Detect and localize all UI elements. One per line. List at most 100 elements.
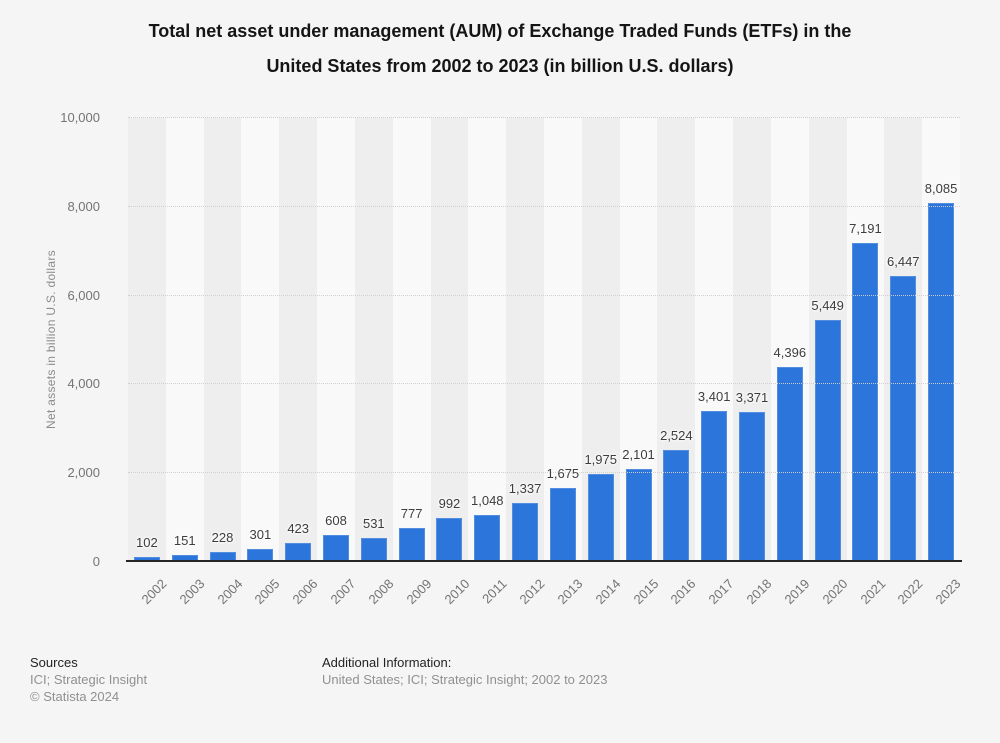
bar-value-label-2023: 8,085	[924, 181, 958, 197]
gridline-8000	[128, 205, 960, 207]
bar-2011[interactable]	[474, 515, 501, 562]
bar-value-label-2006: 423	[287, 521, 310, 537]
bar-2008[interactable]	[360, 538, 387, 562]
category-band-2003	[165, 118, 204, 562]
x-tick-label-2003: 2003	[176, 576, 208, 608]
category-band-2005	[241, 118, 280, 562]
x-tick-label-2014: 2014	[592, 576, 624, 608]
x-tick-label-2017: 2017	[705, 576, 737, 608]
bar-2015[interactable]	[625, 468, 652, 562]
sources-heading: Sources	[30, 655, 78, 670]
bar-2005[interactable]	[247, 548, 274, 562]
chart-title-line2: United States from 2002 to 2023 (in bill…	[266, 56, 734, 76]
x-tick-label-2008: 2008	[365, 576, 397, 608]
x-tick-label-2018: 2018	[743, 576, 775, 608]
x-tick-label-2022: 2022	[894, 576, 926, 608]
gridline-10000	[128, 117, 960, 118]
footer-additional-column: Additional Information: United States; I…	[322, 654, 607, 688]
bar-value-label-2022: 6,447	[886, 253, 920, 269]
bar-2013[interactable]	[549, 487, 576, 562]
x-tick-label-2002: 2002	[138, 576, 170, 608]
category-band-2011	[468, 118, 507, 562]
bar-2012[interactable]	[512, 502, 539, 562]
bar-2018[interactable]	[739, 412, 765, 562]
bar-2006[interactable]	[285, 543, 312, 562]
y-tick-label-4000: 4,000	[67, 376, 100, 392]
category-band-2012	[506, 118, 544, 562]
bar-2009[interactable]	[398, 527, 425, 562]
y-tick-label-8000: 8,000	[67, 198, 100, 214]
x-tick-label-2011: 2011	[479, 576, 510, 607]
y-tick-label-6000: 6,000	[67, 287, 100, 303]
category-band-2009	[392, 118, 431, 562]
bar-2023[interactable]	[928, 203, 955, 562]
x-tick-label-2009: 2009	[403, 576, 435, 608]
x-axis-line	[126, 560, 962, 562]
bar-value-label-2016: 2,524	[660, 427, 693, 443]
category-band-2008	[354, 118, 393, 562]
x-tick-label-2015: 2015	[630, 576, 662, 608]
sources-line: ICI; Strategic Insight	[30, 672, 148, 687]
y-axis-ticks: 0 2,000 4,000 6,000 8,000 10,000	[0, 110, 100, 569]
x-tick-label-2020: 2020	[819, 576, 851, 608]
bar-2019[interactable]	[776, 366, 803, 562]
bar-2016[interactable]	[663, 449, 690, 562]
bar-2003[interactable]	[171, 555, 198, 562]
bar-2004[interactable]	[209, 551, 236, 562]
x-tick-label-2021: 2021	[857, 576, 889, 608]
bar-value-label-2021: 7,191	[849, 220, 882, 236]
additional-info-line: United States; ICI; Strategic Insight; 2…	[322, 672, 608, 687]
y-tick-label-2000: 2,000	[67, 465, 100, 481]
x-tick-label-2012: 2012	[516, 576, 548, 608]
bar-value-label-2011: 1,048	[470, 493, 504, 509]
bar-value-label-2018: 3,371	[735, 390, 769, 406]
x-tick-label-2010: 2010	[441, 576, 473, 608]
bar-value-label-2002: 102	[136, 535, 158, 551]
bar-value-label-2007: 608	[325, 513, 347, 528]
additional-info-heading: Additional Information:	[322, 655, 452, 670]
category-band-2006	[279, 118, 318, 562]
chart-title: Total net asset under management (AUM) o…	[0, 14, 1000, 84]
x-tick-label-2019: 2019	[781, 576, 813, 608]
gridline-2000	[128, 472, 960, 474]
plot-area: 102 151 228 301 423 608 531 777 992 1,048 1,337 1,6…	[128, 117, 960, 562]
bar-value-label-2019: 4,396	[773, 344, 807, 360]
category-band-2004	[203, 118, 242, 562]
bar-value-label-2005: 301	[249, 526, 272, 542]
bar-2007[interactable]	[323, 535, 349, 562]
bar-value-label-2012: 1,337	[508, 480, 542, 496]
x-tick-label-2023: 2023	[932, 576, 964, 608]
bar-value-label-2004: 228	[211, 529, 234, 545]
x-tick-label-2005: 2005	[251, 576, 283, 608]
bar-2020[interactable]	[814, 320, 841, 562]
x-tick-label-2013: 2013	[554, 576, 586, 608]
x-tick-label-2006: 2006	[289, 576, 321, 608]
bar-2017[interactable]	[701, 411, 728, 562]
gridline-6000	[128, 294, 960, 296]
x-tick-label-2007: 2007	[327, 576, 359, 608]
bar-2002[interactable]	[133, 557, 160, 562]
bar-2010[interactable]	[436, 517, 463, 562]
bar-value-label-2020: 5,449	[811, 298, 844, 314]
y-tick-label-10000: 10,000	[60, 110, 100, 125]
x-tick-label-2016: 2016	[667, 576, 699, 608]
bar-value-label-2014: 1,975	[584, 452, 617, 468]
x-tick-label-2004: 2004	[214, 576, 246, 608]
x-axis-labels: 2002 2003 2004 2005 2006 2007 2008 2009 2010 2011…	[128, 566, 963, 626]
bar-value-label-2003: 151	[173, 533, 196, 549]
bar-value-label-2008: 531	[362, 516, 385, 532]
bar-2014[interactable]	[587, 474, 614, 562]
bar-2022[interactable]	[890, 275, 917, 562]
statista-copyright: © Statista 2024	[30, 689, 120, 704]
bar-value-label-2017: 3,401	[697, 388, 731, 404]
chart-title-line1: Total net asset under management (AUM) o…	[148, 21, 852, 41]
bar-2021[interactable]	[852, 242, 879, 562]
bar-value-label-2015: 2,101	[622, 446, 655, 462]
bar-value-label-2010: 992	[438, 495, 461, 511]
y-tick-label-0: 0	[92, 554, 100, 569]
bar-value-label-2013: 1,675	[546, 465, 580, 481]
gridline-4000	[128, 383, 960, 385]
footer-sources-column: Sources ICI; Strategic Insight © Statist…	[30, 654, 147, 705]
category-band-2010	[430, 118, 469, 562]
category-band-2007	[317, 118, 355, 562]
